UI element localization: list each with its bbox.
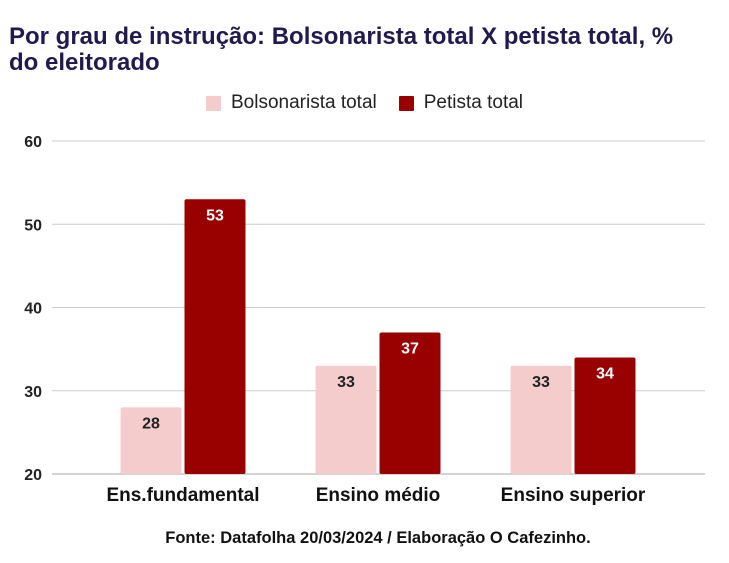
y-tick-label: 60 <box>24 134 42 151</box>
y-tick-label: 50 <box>24 217 42 234</box>
data-label: 33 <box>337 374 355 391</box>
bar-bolsonarista <box>510 365 572 474</box>
bar-bolsonarista <box>315 365 377 474</box>
data-label: 33 <box>532 374 550 391</box>
bar-petista <box>574 357 636 474</box>
legend: Bolsonarista total Petista total <box>0 92 729 114</box>
bar-bolsonarista <box>120 407 182 474</box>
legend-label-petista: Petista total <box>423 92 524 113</box>
chart-title: Por grau de instrução: Bolsonarista tota… <box>9 23 674 76</box>
legend-swatch-bolsonarista <box>205 95 221 111</box>
y-tick-label: 30 <box>24 384 42 401</box>
x-tick-label: Ens.fundamental <box>106 485 259 506</box>
y-tick-label: 40 <box>24 301 42 318</box>
bar-petista <box>184 199 246 474</box>
data-label: 53 <box>206 207 224 224</box>
legend-label-bolsonarista: Bolsonarista total <box>230 92 377 113</box>
data-label: 37 <box>401 340 419 357</box>
x-tick-label: Ensino superior <box>501 485 646 506</box>
legend-swatch-petista <box>398 95 414 111</box>
bar-petista <box>379 332 441 474</box>
y-tick-label: 20 <box>24 467 42 484</box>
legend-item-bolsonarista: Bolsonarista total <box>205 92 377 114</box>
legend-item-petista: Petista total <box>398 92 524 114</box>
x-tick-label: Ensino médio <box>316 485 441 506</box>
data-label: 28 <box>142 415 160 432</box>
data-label: 34 <box>596 365 614 382</box>
source-footer: Fonte: Datafolha 20/03/2024 / Elaboração… <box>165 529 591 547</box>
